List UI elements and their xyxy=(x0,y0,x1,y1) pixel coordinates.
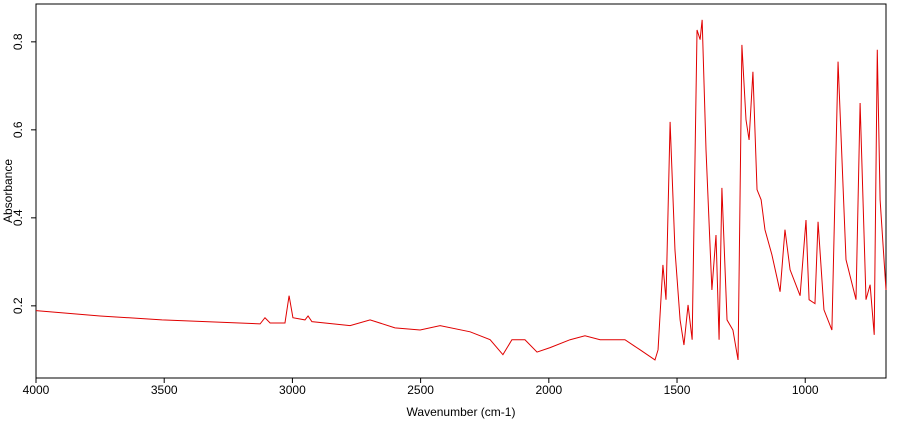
x-tick-label: 1500 xyxy=(664,383,691,397)
y-tick-label: 0.8 xyxy=(11,33,25,50)
y-tick-label: 0.6 xyxy=(11,121,25,138)
y-axis-label: Absorbance xyxy=(1,159,15,223)
x-tick-label: 3500 xyxy=(151,383,178,397)
x-tick-label: 2500 xyxy=(407,383,434,397)
plot-frame xyxy=(35,3,887,379)
x-tick-label: 4000 xyxy=(23,383,50,397)
x-axis-label: Wavenumber (cm-1) xyxy=(407,405,516,419)
y-tick-label: 0.4 xyxy=(11,209,25,226)
x-tick-label: 2000 xyxy=(535,383,562,397)
x-tick-label: 3000 xyxy=(279,383,306,397)
spectrum-line xyxy=(35,19,887,361)
x-tick-label: 1000 xyxy=(792,383,819,397)
y-tick-label: 0.2 xyxy=(11,297,25,314)
